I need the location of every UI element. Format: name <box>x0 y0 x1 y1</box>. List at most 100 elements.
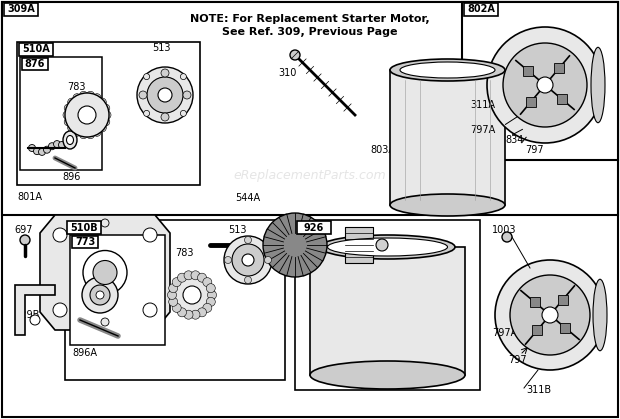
Ellipse shape <box>66 135 74 145</box>
Circle shape <box>143 228 157 242</box>
Circle shape <box>68 124 76 132</box>
Text: NOTE: For Replacement Starter Motor,: NOTE: For Replacement Starter Motor, <box>190 14 430 24</box>
Circle shape <box>265 256 272 264</box>
Circle shape <box>169 297 178 306</box>
Text: 311B: 311B <box>526 385 551 395</box>
Text: 729B: 729B <box>14 310 40 320</box>
Circle shape <box>139 91 147 99</box>
Circle shape <box>191 310 200 319</box>
Ellipse shape <box>390 59 505 81</box>
Circle shape <box>242 254 254 266</box>
Bar <box>20 57 102 170</box>
Circle shape <box>103 111 111 119</box>
Bar <box>529 297 539 307</box>
Circle shape <box>43 146 50 153</box>
Text: 309A: 309A <box>7 5 35 15</box>
Circle shape <box>86 131 94 139</box>
Circle shape <box>99 98 106 106</box>
Bar <box>464 3 498 16</box>
Bar <box>4 3 38 16</box>
Circle shape <box>58 141 66 148</box>
Circle shape <box>137 67 193 123</box>
Bar <box>72 236 98 248</box>
Bar <box>310 247 465 375</box>
Circle shape <box>183 286 201 304</box>
Circle shape <box>172 278 181 287</box>
Circle shape <box>224 256 231 264</box>
Text: 1003: 1003 <box>492 225 516 235</box>
Bar <box>17 42 200 185</box>
Text: 896A: 896A <box>72 348 97 358</box>
Circle shape <box>208 290 216 300</box>
Bar <box>532 325 542 335</box>
Circle shape <box>53 303 67 317</box>
Circle shape <box>53 141 61 147</box>
Circle shape <box>93 261 117 285</box>
Text: 801A: 801A <box>17 192 42 202</box>
Bar <box>557 94 567 104</box>
Circle shape <box>93 128 101 136</box>
Text: 797: 797 <box>525 145 544 155</box>
Circle shape <box>169 284 178 292</box>
Text: 783: 783 <box>175 248 193 258</box>
Ellipse shape <box>390 194 505 216</box>
Circle shape <box>143 303 157 317</box>
Text: 544A: 544A <box>235 193 260 203</box>
Circle shape <box>263 213 327 277</box>
Circle shape <box>68 98 76 106</box>
Circle shape <box>170 273 214 317</box>
Text: 803A: 803A <box>370 145 395 155</box>
Circle shape <box>206 297 215 306</box>
Circle shape <box>64 118 72 126</box>
Circle shape <box>537 77 553 93</box>
Text: 510B: 510B <box>70 222 98 233</box>
Bar <box>554 63 564 73</box>
Bar <box>19 43 53 56</box>
Text: 697: 697 <box>14 225 32 235</box>
Circle shape <box>65 93 109 137</box>
Ellipse shape <box>327 238 448 256</box>
Circle shape <box>203 303 212 312</box>
Circle shape <box>48 143 56 150</box>
Circle shape <box>487 27 603 143</box>
Circle shape <box>161 69 169 77</box>
Text: 797A: 797A <box>492 328 517 338</box>
Text: 802A: 802A <box>467 5 495 15</box>
Circle shape <box>502 232 512 242</box>
Circle shape <box>82 277 118 313</box>
Circle shape <box>79 91 87 99</box>
Bar <box>523 66 533 76</box>
Circle shape <box>184 310 193 319</box>
Circle shape <box>503 43 587 127</box>
Bar <box>67 221 101 234</box>
Circle shape <box>83 251 127 295</box>
Ellipse shape <box>400 62 495 78</box>
Circle shape <box>184 271 193 280</box>
Circle shape <box>144 110 149 116</box>
Circle shape <box>290 50 300 60</box>
Circle shape <box>78 106 96 124</box>
Bar <box>345 227 373 263</box>
Circle shape <box>510 275 590 355</box>
Circle shape <box>177 308 187 317</box>
Circle shape <box>29 145 35 152</box>
Circle shape <box>101 219 109 227</box>
Text: 773: 773 <box>75 237 95 247</box>
Circle shape <box>20 235 30 245</box>
Text: eReplacementParts.com: eReplacementParts.com <box>234 168 386 181</box>
Text: 510A: 510A <box>22 44 50 54</box>
Text: 834: 834 <box>505 135 523 145</box>
Circle shape <box>93 94 101 102</box>
Text: 896: 896 <box>62 172 81 182</box>
Polygon shape <box>15 285 55 335</box>
Ellipse shape <box>591 47 605 123</box>
Text: See Ref. 309, Previous Page: See Ref. 309, Previous Page <box>222 27 398 37</box>
Circle shape <box>147 77 183 113</box>
Circle shape <box>495 260 605 370</box>
Text: 311A: 311A <box>470 100 495 110</box>
Circle shape <box>203 278 212 287</box>
Bar <box>65 220 285 380</box>
Circle shape <box>167 290 177 300</box>
Circle shape <box>73 128 81 136</box>
Polygon shape <box>40 215 170 330</box>
